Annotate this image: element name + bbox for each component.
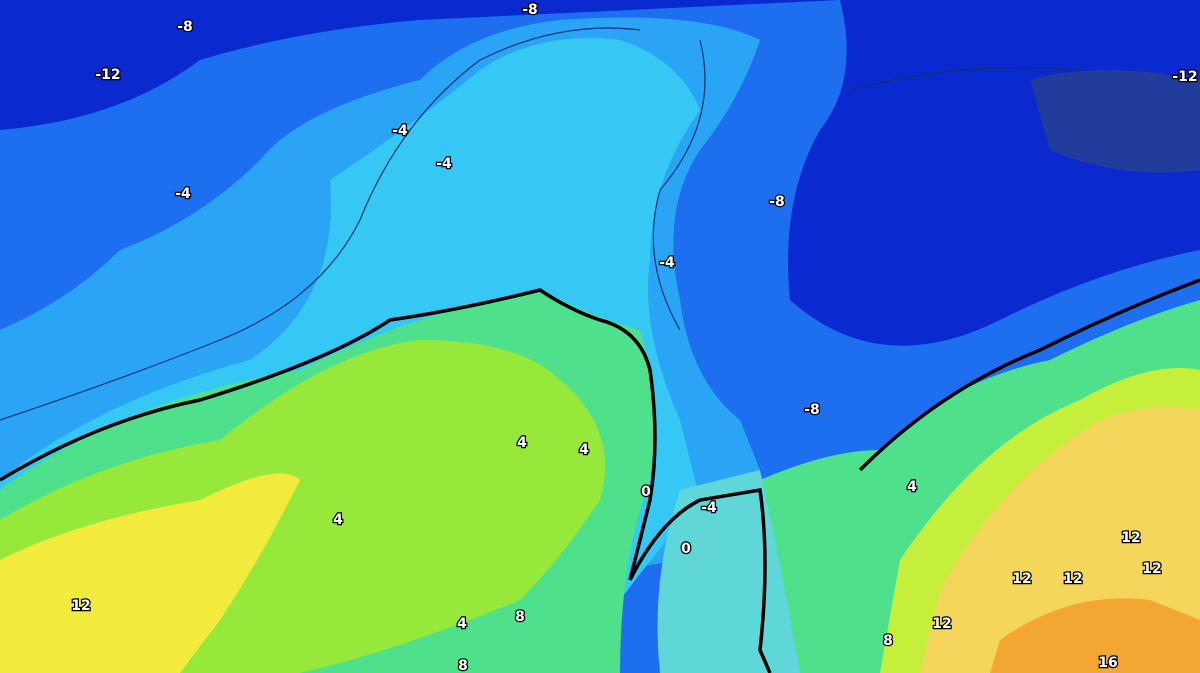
contour-label: -4: [659, 255, 675, 271]
contour-label: -8: [177, 19, 193, 35]
contour-label: 8: [883, 633, 893, 649]
contour-label: 8: [458, 658, 468, 673]
contour-labels: -8 -8 -12 -12 -4 -4 -4 -8 -4 -8 4 4 0 -4…: [70, 1, 1199, 673]
contour-label: 12: [1142, 561, 1161, 577]
contour-label: 0: [641, 484, 651, 500]
contour-label: -8: [522, 2, 538, 18]
contour-label: 4: [333, 512, 343, 528]
orange-zone: [990, 598, 1200, 673]
contour-label: -4: [175, 186, 191, 202]
contour-label: -4: [436, 156, 452, 172]
contour-label: 12: [1012, 571, 1031, 587]
contour-label: 16: [1098, 655, 1117, 671]
contour-label: 12: [1063, 571, 1082, 587]
yellow-zone-west: [0, 473, 300, 673]
zero-contour: [0, 288, 772, 673]
contour-label: 0: [681, 541, 691, 557]
contour-label: 4: [579, 442, 589, 458]
cold-core: [1030, 70, 1200, 173]
contour-label: -12: [95, 67, 120, 83]
contour-label: 4: [517, 435, 527, 451]
zero-contour-east: [858, 278, 1200, 472]
contour-label: 4: [907, 479, 917, 495]
contour-label: -12: [1172, 69, 1197, 85]
contour-lines: [0, 27, 1081, 421]
contour-label: -8: [769, 194, 785, 210]
contour-label: 12: [71, 598, 90, 614]
contour-label: 12: [932, 616, 951, 632]
contour-label: 4: [457, 616, 467, 632]
contour-label: 8: [515, 609, 525, 625]
contour-label: -4: [701, 500, 717, 516]
contour-label: -4: [392, 123, 408, 139]
contour-label: -8: [804, 402, 820, 418]
contour-label: 12: [1121, 530, 1140, 546]
